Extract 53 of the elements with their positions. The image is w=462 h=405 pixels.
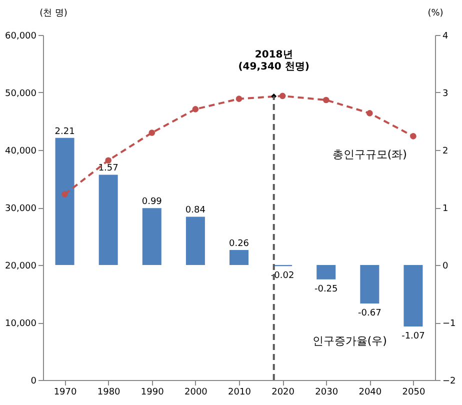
bar [360, 265, 380, 304]
y-tick-label: 0 [30, 376, 37, 386]
annotation: 2018년 (49,340 천명) [238, 49, 310, 72]
point [366, 110, 373, 116]
bar [186, 216, 205, 265]
point [322, 96, 330, 104]
x-tick-label: 2030 [315, 388, 338, 398]
series-label: 총인구규모(좌) [332, 148, 407, 162]
point [236, 96, 242, 102]
bar [142, 208, 162, 265]
point [105, 157, 112, 164]
x-tick-label: 2050 [402, 388, 426, 398]
bar [230, 250, 248, 265]
y2-tick-label: −2 [442, 376, 456, 386]
y-tick-label: 50,000 [5, 89, 37, 99]
y-tick-label: 10,000 [5, 319, 37, 329]
data-label: -1.07 [402, 332, 425, 342]
x-tick-label: 2000 [184, 388, 208, 398]
y2-tick-label: 0 [442, 262, 448, 272]
x-tick-label: 1990 [140, 388, 164, 398]
point [148, 130, 156, 136]
data-label: 1.57 [98, 164, 118, 174]
x-tick-label: 2040 [358, 388, 382, 398]
data-label: 2.21 [54, 126, 75, 137]
y2-tick-label: 4 [442, 32, 448, 42]
y-tick-label: 20,000 [5, 262, 37, 272]
y2-tick-label: −1 [442, 319, 456, 329]
bar [98, 174, 118, 265]
y2-tick-label: 2 [442, 146, 448, 156]
bar [316, 265, 336, 280]
x-tick-label: 2020 [272, 388, 295, 398]
point [62, 191, 68, 198]
y-tick-label: 60,000 [5, 32, 37, 42]
x-tick-label: 1970 [54, 388, 78, 398]
y2-tick-label: 1 [442, 204, 448, 214]
y2-tick-label: 3 [442, 89, 448, 99]
data-label: 0.99 [142, 197, 162, 208]
x-tick-label: 1980 [97, 388, 121, 398]
point [410, 133, 416, 140]
point [192, 106, 199, 112]
x-tick-label: 2010 [228, 388, 252, 398]
data-label: -0.25 [314, 284, 338, 294]
data-label: 0.84 [185, 206, 206, 216]
data-label: -0.67 [358, 308, 382, 319]
point [279, 92, 286, 100]
y-tick-label: 30,000 [5, 204, 37, 214]
series-label: 인구증가율(우) [312, 334, 387, 348]
data-label: 0.26 [228, 239, 250, 250]
y-tick-label: 40,000 [5, 146, 37, 156]
bar [55, 138, 74, 265]
y2-axis-title: (%) [428, 8, 444, 18]
y-axis-title: (천 명) [40, 8, 68, 18]
bar [404, 265, 423, 327]
